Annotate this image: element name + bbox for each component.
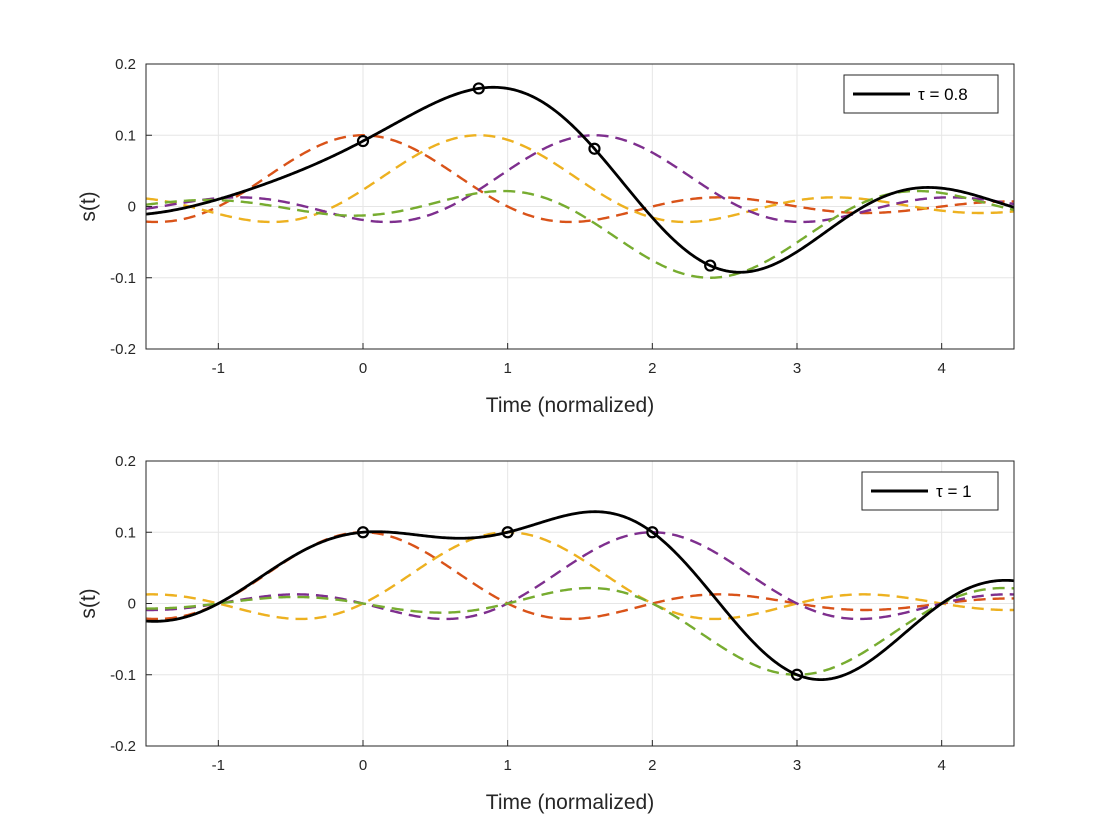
sample-marker — [588, 142, 601, 155]
y-tick-label: 0.2 — [115, 56, 136, 73]
sample-marker — [356, 134, 370, 148]
legend-box — [843, 74, 999, 114]
legend: τ = 0.8 — [843, 74, 999, 114]
series-pulse-3 — [146, 531, 1014, 621]
subplot-bottom: -1 0 1 2 3 4 -0.2 -0.1 0 0.1 0.2 Time (normalized) s… — [77, 453, 1015, 814]
y-tick-label: 0.1 — [115, 524, 136, 541]
y-tick-label: -0.1 — [110, 667, 136, 684]
x-axis-label: Time (normalized) — [486, 791, 654, 814]
y-axis-label: s(t) — [77, 191, 100, 221]
x-tick-label: 3 — [793, 360, 801, 377]
y-tick-label: 0.1 — [115, 127, 136, 144]
y-tick-label: -0.2 — [110, 341, 136, 358]
legend-label: τ = 0.8 — [918, 85, 968, 104]
x-tick-label: 2 — [648, 360, 656, 377]
y-tick-label: 0.2 — [115, 453, 136, 470]
x-tick-label: 4 — [937, 360, 945, 377]
x-tick-label: 1 — [503, 757, 511, 774]
series-pulse-4 — [146, 586, 1014, 676]
y-tick-label: -0.1 — [110, 270, 136, 287]
sample-marker — [704, 259, 717, 272]
legend: τ = 1 — [861, 471, 999, 511]
series-sum — [146, 85, 1014, 274]
curves — [146, 85, 1014, 279]
series-pulse-1 — [146, 134, 1014, 224]
series-sum — [146, 510, 1014, 682]
y-tick-label: 0 — [128, 596, 136, 613]
x-tick-label: 4 — [937, 757, 945, 774]
y-axis-label: s(t) — [77, 588, 100, 618]
x-tick-label: 3 — [793, 757, 801, 774]
x-tick-label: -1 — [212, 757, 225, 774]
series-pulse-2 — [146, 531, 1014, 621]
x-tick-label: -1 — [212, 360, 225, 377]
legend-label: τ = 1 — [936, 482, 972, 501]
x-tick-label: 2 — [648, 757, 656, 774]
y-tick-label: -0.2 — [110, 738, 136, 755]
x-tick-label: 0 — [359, 360, 367, 377]
subplot-top: -1 0 1 2 3 4 -0.2 -0.1 0 0.1 0.2 Time (normalized) s… — [77, 56, 1015, 417]
sample-marker — [646, 526, 659, 539]
curves — [146, 510, 1014, 682]
x-tick-label: 1 — [503, 360, 511, 377]
sample-marker — [501, 526, 514, 539]
x-axis-label: Time (normalized) — [486, 394, 654, 417]
sample-marker — [790, 668, 804, 681]
sample-marker — [356, 526, 370, 539]
series-pulse-3 — [146, 134, 1014, 224]
x-tick-label: 0 — [359, 757, 367, 774]
y-tick-label: 0 — [128, 199, 136, 216]
series-pulse-4 — [146, 189, 1014, 279]
sample-marker — [472, 82, 485, 95]
